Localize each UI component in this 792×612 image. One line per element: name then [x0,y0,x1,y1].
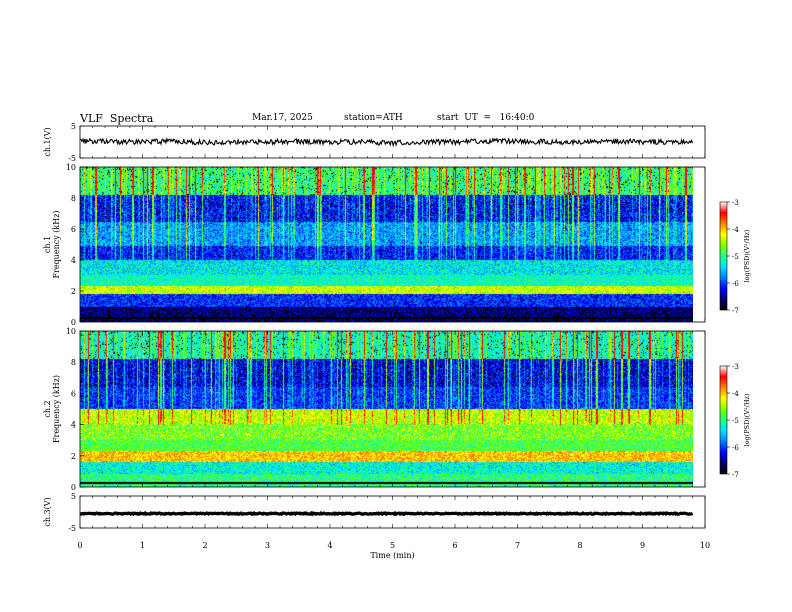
y-tick-label: -5 [68,154,76,163]
ch3-axis-label: ch.3(V) [43,497,52,526]
spectrogram-ch1 [80,167,693,322]
colorbar [719,365,728,475]
y-tick-label: 0 [71,318,76,327]
y-tick-label: 8 [71,194,76,203]
colorbar-tick-label: -7 [732,471,739,479]
date-label: Mar.17, 2025 [252,113,313,123]
colorbar-tick-label: -5 [732,253,739,261]
x-tick-label: 3 [265,541,270,550]
x-tick-label: 7 [515,541,520,550]
colorbar [719,201,728,311]
colorbar-tick-label: -3 [732,363,739,371]
station-label: station=ATH [344,113,403,123]
colorbar-tick-label: -6 [732,280,739,288]
y-axis-label-frequency: Frequency (kHz) [52,210,61,278]
x-tick-label: 2 [202,541,207,550]
y-tick-label: 6 [71,225,76,234]
y-tick-label: 8 [71,358,76,367]
x-tick-label: 5 [390,541,395,550]
y-tick-label: 6 [71,389,76,398]
colorbar-tick-label: -3 [732,199,739,207]
y-tick-label: -5 [68,524,76,533]
y-tick-label: 10 [66,163,76,172]
y-tick-label: 0 [71,483,76,492]
ch1-axis-label: ch.1(V) [43,127,52,156]
x-tick-label: 4 [327,541,332,550]
colorbar-tick-label: -6 [732,444,739,452]
x-tick-label: 0 [77,541,82,550]
y-tick-label: 5 [71,122,76,131]
ch3-voltage-trace [79,510,694,517]
x-axis-label: Time (min) [370,551,414,560]
y-tick-label: 4 [71,256,76,265]
y-tick-label: 10 [66,327,76,336]
colorbar-tick-label: -7 [732,307,739,315]
y-axis-label-frequency: Frequency (kHz) [52,375,61,443]
y-tick-label: 5 [71,492,76,501]
x-tick-label: 6 [452,541,457,550]
chart-title: VLF Spectra [80,112,154,125]
start-ut-label: start UT = 16:40:0 [437,113,535,123]
x-tick-label: 1 [140,541,145,550]
colorbar-tick-label: -4 [732,226,739,234]
ch1-voltage-trace [79,137,694,148]
y-tick-label: 4 [71,421,76,430]
colorbar-label: log(PSD)(V²/Hz) [743,229,751,282]
x-tick-label: 8 [577,541,582,550]
x-tick-label: 10 [700,541,710,550]
y-axis-label-channel: ch.1 [43,236,52,253]
y-axis-label-channel: ch.2 [43,400,52,417]
colorbar-tick-label: -5 [732,417,739,425]
y-tick-label: 2 [71,452,76,461]
spectrogram-ch2 [80,331,693,487]
colorbar-label: log(PSD)(V²/Hz) [743,393,751,446]
x-tick-label: 9 [640,541,645,550]
y-tick-label: 2 [71,287,76,296]
colorbar-tick-label: -4 [732,390,739,398]
